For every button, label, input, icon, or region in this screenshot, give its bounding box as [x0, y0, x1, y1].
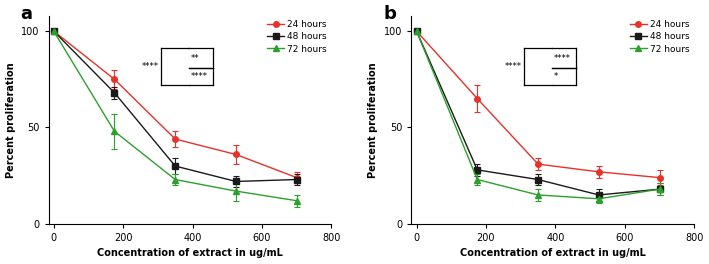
Text: *: *	[554, 72, 558, 81]
Legend: 24 hours, 48 hours, 72 hours: 24 hours, 48 hours, 72 hours	[267, 20, 327, 54]
Text: **: **	[191, 54, 199, 63]
X-axis label: Concentration of extract in ug/mL: Concentration of extract in ug/mL	[460, 248, 646, 258]
Text: ****: ****	[554, 54, 571, 63]
Legend: 24 hours, 48 hours, 72 hours: 24 hours, 48 hours, 72 hours	[630, 20, 690, 54]
Text: a: a	[21, 5, 32, 23]
Y-axis label: Percent proliferation: Percent proliferation	[369, 62, 379, 178]
Text: ****: ****	[504, 62, 521, 71]
Y-axis label: Percent proliferation: Percent proliferation	[6, 62, 16, 178]
Text: b: b	[383, 5, 396, 23]
X-axis label: Concentration of extract in ug/mL: Concentration of extract in ug/mL	[97, 248, 283, 258]
Text: ****: ****	[142, 62, 159, 71]
Text: ****: ****	[191, 72, 208, 81]
